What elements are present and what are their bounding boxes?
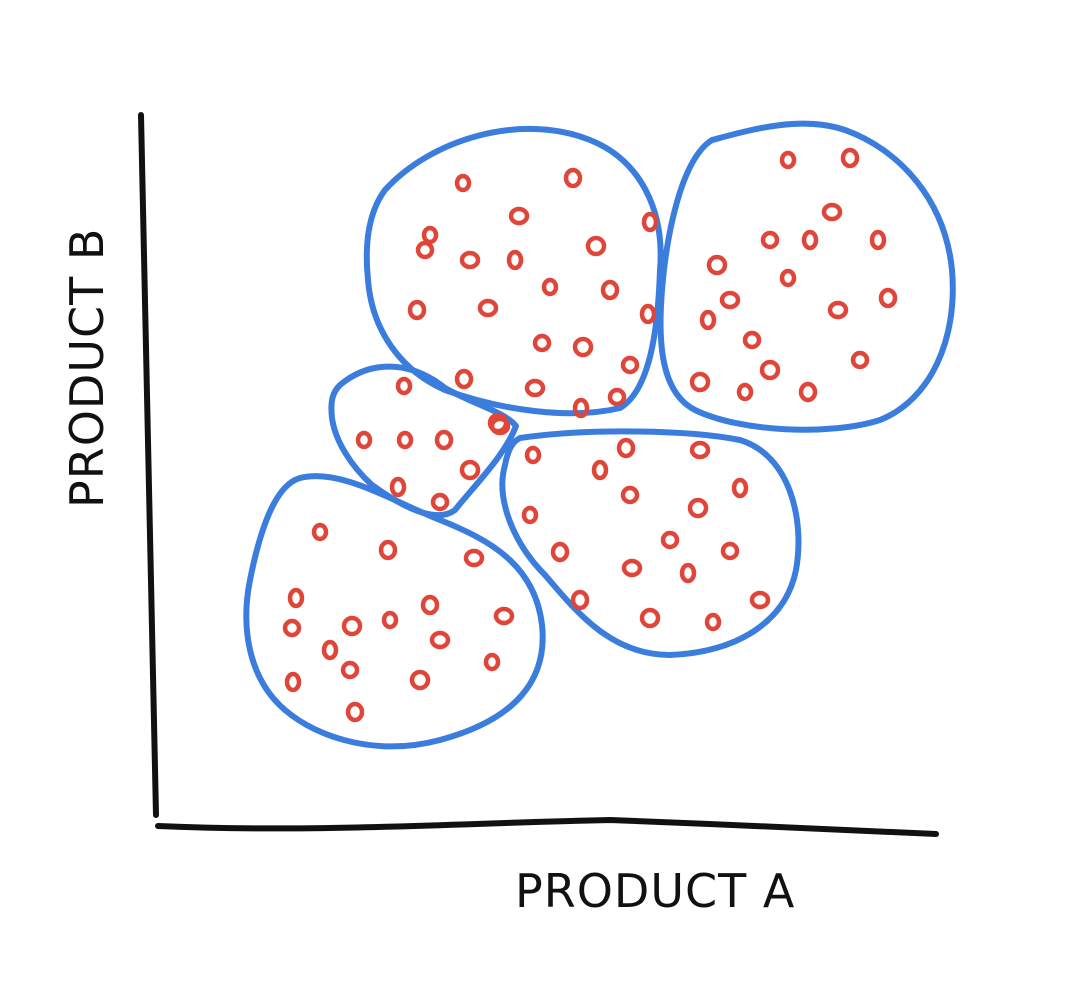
data-point-top-center-3 xyxy=(508,206,530,226)
data-point-bottom-right-6 xyxy=(687,497,709,519)
data-point-top-center-4 xyxy=(641,211,659,233)
cluster-outline-bottom-left xyxy=(243,473,546,750)
data-point-bottom-left-1 xyxy=(311,522,329,542)
data-point-top-center-5 xyxy=(415,240,435,260)
x-axis-line xyxy=(155,817,939,837)
data-point-top-right-17 xyxy=(850,350,870,370)
data-point-top-center-2 xyxy=(563,167,583,189)
data-point-bottom-left-4 xyxy=(287,587,305,609)
cluster-outline-top-right xyxy=(657,120,956,433)
data-point-top-right-14 xyxy=(798,381,818,403)
data-point-bottom-left-8 xyxy=(420,594,440,616)
data-point-bottom-right-17 xyxy=(660,530,680,550)
data-point-small-middle-3 xyxy=(489,416,511,436)
data-point-bottom-right-13 xyxy=(704,612,722,632)
data-point-top-center-19 xyxy=(421,225,439,245)
data-point-top-center-8 xyxy=(407,299,427,321)
data-point-small-middle-6 xyxy=(459,459,481,481)
data-point-bottom-left-14 xyxy=(345,701,365,723)
data-point-top-right-3 xyxy=(821,202,843,222)
data-point-bottom-right-2 xyxy=(616,437,636,459)
data-point-small-middle-7 xyxy=(396,430,414,450)
data-point-top-right-6 xyxy=(706,254,728,276)
data-point-bottom-left-3 xyxy=(463,548,485,568)
data-point-top-right-15 xyxy=(719,290,741,310)
data-point-bottom-left-10 xyxy=(284,671,302,693)
data-point-top-center-21 xyxy=(459,250,481,270)
data-point-top-center-12 xyxy=(572,336,594,358)
data-point-top-center-16 xyxy=(572,397,590,419)
data-point-top-center-7 xyxy=(541,277,559,297)
data-point-top-center-6 xyxy=(585,235,607,257)
data-point-bottom-left-13 xyxy=(483,652,501,672)
data-point-bottom-right-7 xyxy=(521,505,539,525)
cluster-outline-bottom-right xyxy=(499,428,802,658)
data-point-bottom-right-16 xyxy=(591,459,609,481)
data-point-top-right-8 xyxy=(878,287,898,309)
data-point-bottom-left-9 xyxy=(493,606,515,626)
data-point-top-right-9 xyxy=(827,300,849,320)
data-point-top-center-13 xyxy=(395,376,413,396)
data-point-small-middle-5 xyxy=(430,492,450,512)
data-point-top-right-7 xyxy=(779,268,797,288)
data-point-top-center-15 xyxy=(524,378,546,398)
data-point-bottom-left-16 xyxy=(321,639,339,661)
data-point-bottom-left-7 xyxy=(381,610,399,630)
data-point-bottom-left-11 xyxy=(340,660,360,680)
data-point-bottom-left-12 xyxy=(409,669,431,691)
data-points xyxy=(282,147,898,723)
data-point-bottom-left-2 xyxy=(378,539,398,561)
data-point-bottom-right-9 xyxy=(621,558,643,578)
data-point-bottom-left-5 xyxy=(282,618,302,638)
data-point-top-center-11 xyxy=(532,333,552,353)
data-point-top-right-18 xyxy=(759,359,781,381)
data-point-top-right-10 xyxy=(699,309,717,331)
x-axis-label: PRODUCT A xyxy=(515,864,795,918)
data-point-small-middle-1 xyxy=(355,430,373,450)
data-point-top-center-20 xyxy=(600,279,620,301)
data-point-top-center-14 xyxy=(454,368,474,390)
data-point-bottom-left-15 xyxy=(429,630,451,650)
data-point-small-middle-4 xyxy=(389,476,407,498)
data-point-top-right-2 xyxy=(840,147,860,169)
data-point-top-right-4 xyxy=(869,229,887,251)
cluster-outline-small-middle xyxy=(328,363,519,519)
data-point-bottom-right-5 xyxy=(620,485,640,505)
data-point-top-right-16 xyxy=(801,229,819,251)
data-point-top-center-23 xyxy=(620,355,640,375)
y-axis-label: PRODUCT B xyxy=(60,228,114,508)
data-point-top-right-5 xyxy=(760,230,780,250)
data-point-top-center-22 xyxy=(506,249,524,271)
data-point-top-center-17 xyxy=(607,387,627,407)
data-point-top-right-13 xyxy=(736,382,754,402)
y-axis-line xyxy=(138,112,159,818)
data-point-bottom-left-6 xyxy=(341,615,363,637)
data-point-bottom-right-11 xyxy=(720,541,740,561)
data-point-bottom-right-14 xyxy=(570,589,590,611)
data-point-top-center-9 xyxy=(477,298,499,318)
data-point-small-middle-2 xyxy=(434,429,454,451)
data-point-top-right-12 xyxy=(689,371,711,393)
data-point-bottom-right-3 xyxy=(689,440,711,460)
data-point-top-center-10 xyxy=(639,303,657,325)
data-point-top-right-1 xyxy=(779,150,797,170)
data-point-top-center-1 xyxy=(454,173,472,193)
cluster-outline-top-center xyxy=(363,125,664,417)
data-point-bottom-right-4 xyxy=(731,477,749,499)
data-point-bottom-right-15 xyxy=(749,590,771,610)
data-point-bottom-right-12 xyxy=(639,607,661,629)
data-point-bottom-right-1 xyxy=(524,445,542,465)
data-point-top-right-11 xyxy=(742,330,762,350)
data-point-bottom-right-8 xyxy=(550,541,570,563)
data-point-bottom-right-10 xyxy=(679,562,697,584)
